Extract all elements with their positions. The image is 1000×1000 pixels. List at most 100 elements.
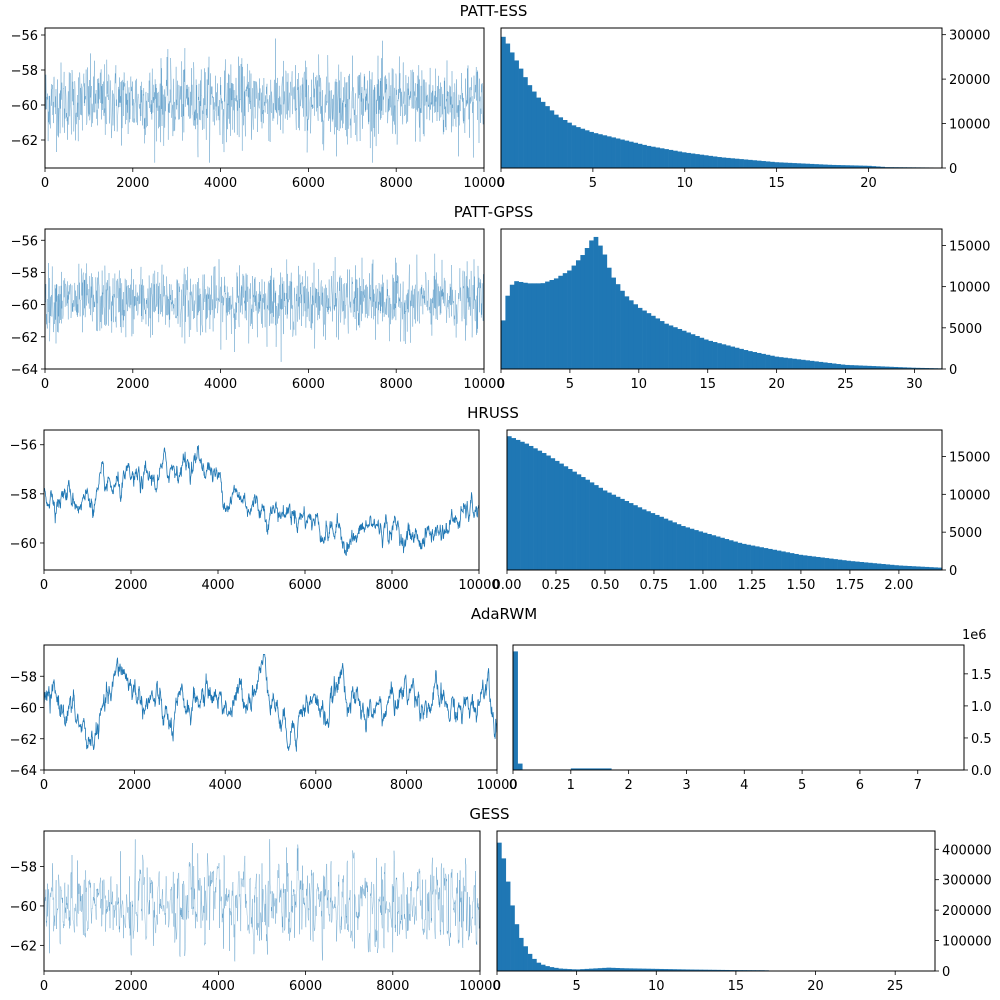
histogram-bar xyxy=(822,362,828,369)
histogram-bar xyxy=(602,490,608,570)
histogram-bar xyxy=(827,362,833,369)
histogram-bar xyxy=(717,343,722,369)
trace-x-tick-label: 2000 xyxy=(116,377,149,392)
histogram-bar xyxy=(721,344,727,369)
histogram-bar xyxy=(659,321,665,369)
histogram-bar xyxy=(646,313,652,369)
histogram-bar xyxy=(562,120,568,168)
histogram-bar xyxy=(717,157,722,168)
histogram-bar xyxy=(681,330,687,369)
histogram-bar xyxy=(871,166,877,168)
histogram-x-tick-label: 5 xyxy=(798,778,806,793)
histogram-bar xyxy=(505,881,511,971)
histogram-bar xyxy=(681,152,687,168)
histogram-bar xyxy=(734,158,740,168)
histogram-x-tick-label: 0 xyxy=(493,979,501,994)
histogram-bar xyxy=(567,969,572,971)
histogram-bar xyxy=(549,279,555,369)
histogram-bar xyxy=(641,968,647,971)
histogram-bar xyxy=(796,359,802,369)
histogram-bar xyxy=(902,565,908,570)
histogram-bar xyxy=(853,165,859,168)
histogram-bar xyxy=(632,968,638,971)
trace-y-tick-label: −60 xyxy=(11,299,38,314)
trace-frame xyxy=(44,27,485,169)
histogram-frame xyxy=(500,27,943,169)
histogram-bar xyxy=(695,154,700,168)
trace-y-tick-label: −60 xyxy=(11,99,38,114)
histogram-bar xyxy=(774,162,780,168)
histogram-bar xyxy=(770,355,775,369)
histogram-bar xyxy=(796,163,802,168)
histogram-bar xyxy=(659,968,664,971)
histogram-bar xyxy=(562,968,568,971)
histogram-bar xyxy=(814,164,819,168)
histogram-bar xyxy=(855,561,860,570)
histogram-bar xyxy=(841,560,847,570)
histogram-bar xyxy=(853,365,859,369)
histogram-x-tick-label: 0.25 xyxy=(542,578,571,593)
histogram-y-tick-label: 0 xyxy=(949,162,957,177)
histogram-bar xyxy=(536,283,541,369)
histogram: 0 1 2 3 4 5 6 7 0.0 0.5 1.0 1.5 1e6 xyxy=(509,628,992,793)
histogram-bar xyxy=(774,356,780,369)
histogram-bar xyxy=(741,543,747,570)
histogram-bar xyxy=(537,450,543,570)
histogram-bar xyxy=(792,163,797,168)
trace-x-tick-label: 10000 xyxy=(459,979,500,994)
histogram-bar xyxy=(686,332,691,369)
histogram-bar xyxy=(654,968,660,971)
histogram-bar xyxy=(720,537,725,570)
histogram-x-tick-label: 0 xyxy=(509,778,517,793)
histogram-bar xyxy=(575,260,581,369)
histogram-bar xyxy=(646,511,651,570)
trace-x-tick-label: 10000 xyxy=(458,578,499,593)
histogram-bar xyxy=(811,556,817,570)
trace-x-tick-label: 0 xyxy=(40,778,48,793)
histogram-bar xyxy=(712,342,718,369)
histogram-bar xyxy=(920,566,925,570)
histogram-bar xyxy=(702,532,708,570)
histogram-bar xyxy=(549,110,555,168)
histogram-bar xyxy=(549,967,555,971)
histogram-bar xyxy=(571,125,577,168)
histogram-bar xyxy=(802,555,808,570)
histogram-bar xyxy=(747,159,753,168)
histogram-bar xyxy=(680,969,686,971)
trace-x-tick-label: 10000 xyxy=(463,377,504,392)
histogram-bar xyxy=(641,509,647,570)
histogram-x-tick-label: 15 xyxy=(699,377,716,392)
histogram-bar xyxy=(575,969,581,971)
histogram-bar xyxy=(571,265,577,369)
histogram-bar xyxy=(584,130,590,168)
histogram-bar xyxy=(520,441,525,570)
histogram-bar xyxy=(708,155,713,168)
histogram-bar xyxy=(637,968,642,971)
histogram-bar xyxy=(570,768,612,770)
histogram-bar xyxy=(545,966,550,971)
histogram-bar xyxy=(546,455,551,570)
histogram-bar xyxy=(707,969,712,971)
histogram-bar xyxy=(815,556,821,570)
histogram-x-tick-label: 25 xyxy=(837,377,854,392)
histogram-bar xyxy=(659,516,664,570)
histogram-x-tick-label: 1.25 xyxy=(737,578,766,593)
histogram-bar xyxy=(708,340,713,369)
histogram-bar xyxy=(752,352,758,369)
histogram-y-tick-label: 15000 xyxy=(949,239,990,254)
histogram-bar xyxy=(514,60,519,168)
histogram-bar xyxy=(663,518,669,570)
trace-y-tick-label: −62 xyxy=(11,331,38,346)
histogram-bar xyxy=(624,968,629,971)
histogram-y-tick-label: 5000 xyxy=(949,526,982,541)
panel-title: GESS xyxy=(469,805,509,823)
trace-x-tick-label: 6000 xyxy=(292,377,325,392)
histogram-bar xyxy=(677,151,683,168)
trace-x-tick-label: 8000 xyxy=(376,979,409,994)
histogram-x-tick-label: 2.00 xyxy=(884,578,913,593)
histogram-bar xyxy=(686,152,691,168)
